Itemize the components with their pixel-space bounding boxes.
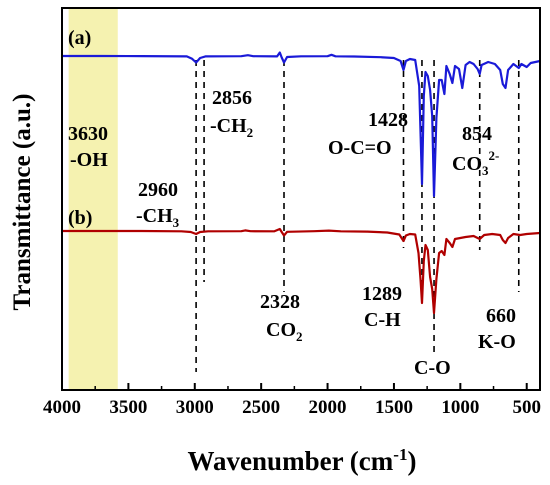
annotation-1289: 1289 [362,283,402,305]
panel-label-a: (a) [68,27,91,49]
annotation-ch: C-H [364,309,401,331]
panel-label-b: (b) [68,207,92,229]
annotation-660: 660 [486,305,516,327]
series-line-a [62,51,541,198]
x-tick-label-1500: 1500 [375,397,413,418]
y-axis-label: Transmittance (a.u.) [9,94,36,311]
x-axis-label: Wavenumber (cm-1) [188,445,417,476]
annotation-3630: 3630 [68,123,108,145]
annotation-2960: 2960 [138,179,178,201]
x-tick-label-500: 500 [512,397,541,418]
annotation-2856: 2856 [212,87,252,109]
series-line-b [62,227,541,315]
annotation-ocoo: O-C=O [328,137,392,159]
x-tick-label-2000: 2000 [309,397,347,418]
x-tick-label-3500: 3500 [109,397,147,418]
annotation-co2: CO2 [266,319,303,344]
x-tick-label-1000: 1000 [441,397,479,418]
x-axis-ticks: 4000 3500 3000 2500 2000 1500 1000 500 [43,383,541,418]
annotation-ch3: -CH3 [136,205,180,230]
x-tick-label-2500: 2500 [242,397,280,418]
shaded-region [68,8,118,390]
annotation-co3: CO32- [452,148,499,178]
annotation-2328: 2328 [260,291,300,313]
annotation-1428: 1428 [368,109,408,131]
x-tick-label-3000: 3000 [176,397,214,418]
x-tick-label-4000: 4000 [43,397,81,418]
plot-frame [61,7,541,391]
annotation-ko: K-O [478,331,516,353]
spectra-curves [62,51,541,315]
annotation-854: 854 [462,123,492,145]
annotation-co: C-O [414,357,451,379]
annotation-ch2: -CH2 [210,115,253,140]
annotation-oh: -OH [70,149,108,171]
